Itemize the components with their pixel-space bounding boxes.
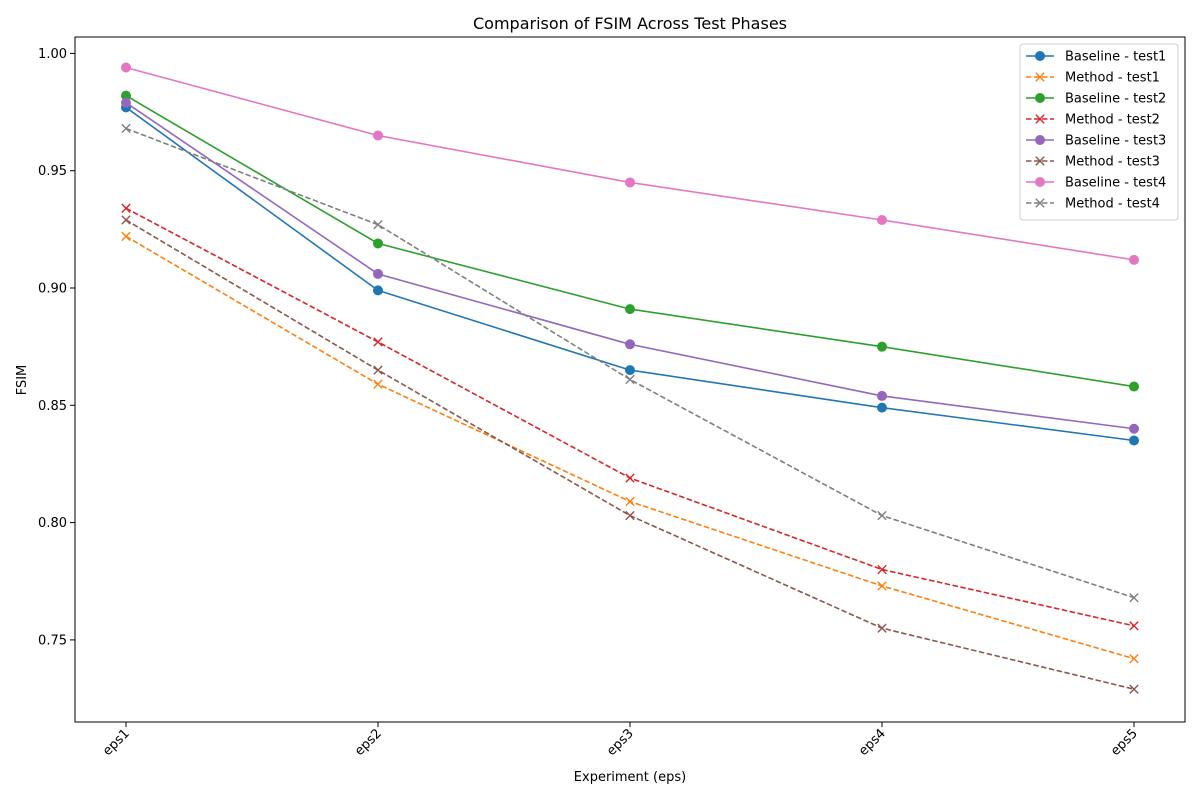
legend-label: Method - test3 <box>1065 155 1160 170</box>
legend-label: Method - test1 <box>1065 71 1160 86</box>
data-point <box>877 581 887 591</box>
y-tick-label: 0.95 <box>38 164 67 179</box>
data-point <box>121 123 131 134</box>
data-point <box>877 510 887 521</box>
series-line <box>125 66 1135 261</box>
y-tick-label: 0.90 <box>38 282 67 297</box>
series-group <box>121 62 1139 694</box>
series-line <box>125 235 1135 660</box>
legend-marker <box>1035 114 1045 124</box>
data-point <box>877 390 887 401</box>
legend-item: Method - test4 <box>1026 197 1160 212</box>
y-tick-label: 0.80 <box>38 516 67 531</box>
legend-item: Baseline - test2 <box>1026 92 1166 107</box>
data-point <box>1129 653 1139 664</box>
legend-item: Baseline - test3 <box>1026 134 1166 149</box>
x-axis-label: Experiment (eps) <box>574 770 686 785</box>
data-point <box>1129 592 1139 603</box>
legend-marker <box>1035 156 1045 166</box>
data-point <box>373 285 383 296</box>
legend-marker <box>1035 51 1045 61</box>
data-point <box>1129 254 1139 265</box>
data-point <box>625 473 635 483</box>
data-point <box>373 365 383 375</box>
series-line <box>125 106 1135 442</box>
data-point <box>1129 423 1139 434</box>
series-4 <box>121 203 1139 631</box>
x-axis: eps1 eps2 eps3 eps4 eps5 <box>100 722 1141 759</box>
y-tick-label: 0.85 <box>38 399 67 414</box>
data-point <box>625 365 635 376</box>
series-2 <box>121 231 1139 664</box>
y-tick-label: 0.75 <box>38 633 67 648</box>
data-point <box>877 341 887 352</box>
legend-item: Baseline - test4 <box>1026 176 1166 191</box>
series-5 <box>121 97 1139 434</box>
series-8 <box>121 123 1139 603</box>
data-point <box>121 62 131 73</box>
x-tick-label: eps5 <box>1108 726 1141 759</box>
y-axis: 0.75 0.80 0.85 0.90 0.95 1.00 <box>38 47 75 648</box>
data-point <box>625 496 635 507</box>
data-point <box>1129 381 1139 392</box>
legend-marker <box>1035 135 1045 145</box>
y-axis-label: FSIM <box>15 365 30 396</box>
data-point <box>1129 621 1139 631</box>
series-7 <box>121 62 1139 265</box>
series-6 <box>121 215 1139 694</box>
legend-label: Method - test2 <box>1065 113 1160 128</box>
data-point <box>121 203 131 213</box>
data-point <box>1129 435 1139 446</box>
data-point <box>121 231 131 242</box>
y-tick-label: 1.00 <box>38 47 67 62</box>
data-point <box>373 379 383 389</box>
x-tick-label: eps2 <box>352 726 385 759</box>
data-point <box>1129 684 1139 694</box>
legend-label: Baseline - test1 <box>1065 50 1166 65</box>
legend-label: Baseline - test4 <box>1065 176 1166 191</box>
x-tick-label: eps3 <box>604 726 637 759</box>
data-point <box>625 177 635 188</box>
data-point <box>373 130 383 141</box>
data-point <box>373 238 383 249</box>
legend-box <box>1019 43 1179 221</box>
series-3 <box>121 90 1139 392</box>
legend-label: Baseline - test3 <box>1065 134 1166 149</box>
data-point <box>121 215 131 225</box>
data-point <box>877 564 887 575</box>
legend-item: Method - test3 <box>1026 155 1160 170</box>
legend-marker <box>1035 198 1045 208</box>
data-point <box>121 97 131 108</box>
legend-marker <box>1035 177 1045 187</box>
legend-label: Method - test4 <box>1065 197 1160 212</box>
chart-title: Comparison of FSIM Across Test Phases <box>473 14 787 33</box>
series-line <box>125 219 1135 690</box>
legend-item: Method - test1 <box>1026 71 1160 86</box>
data-point <box>373 268 383 279</box>
data-point <box>877 623 887 633</box>
data-point <box>625 339 635 350</box>
series-1 <box>121 102 1139 446</box>
x-tick-label: eps1 <box>100 726 133 759</box>
x-tick-label: eps4 <box>856 726 889 759</box>
legend-label: Baseline - test2 <box>1065 92 1166 107</box>
data-point <box>625 374 635 385</box>
legend-marker <box>1035 93 1045 103</box>
legend-item: Baseline - test1 <box>1026 50 1166 65</box>
series-line <box>125 207 1135 627</box>
legend: Baseline - test1 Method - test1 Baseline -… <box>1019 43 1179 221</box>
data-point <box>625 304 635 315</box>
data-point <box>877 402 887 413</box>
data-point <box>373 337 383 347</box>
data-point <box>373 219 383 230</box>
legend-item: Method - test2 <box>1026 113 1160 128</box>
data-point <box>625 510 635 521</box>
legend-marker <box>1035 72 1045 82</box>
data-point <box>877 214 887 225</box>
